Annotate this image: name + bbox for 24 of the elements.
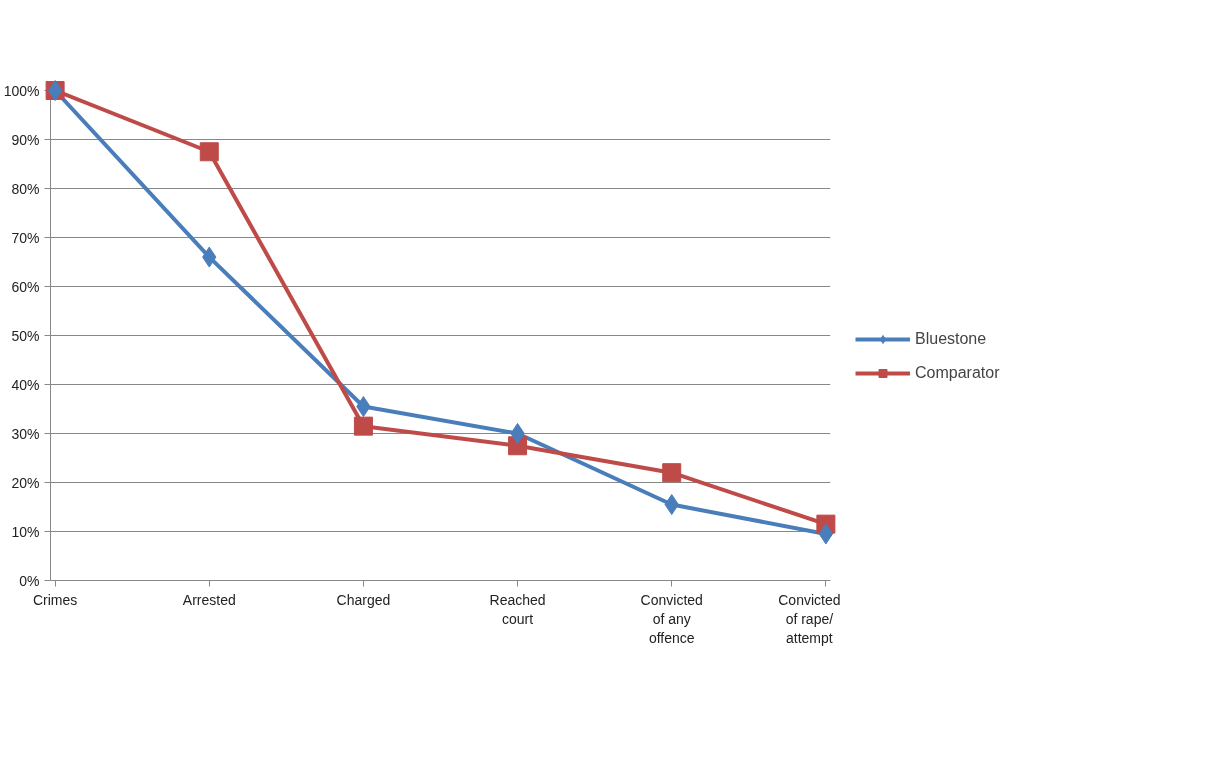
- point: [818, 523, 834, 545]
- y-tick-label: 40%: [11, 376, 40, 393]
- y-tick-label: 30%: [11, 425, 40, 442]
- x-tick-label: Crimes: [32, 591, 78, 608]
- point: [353, 416, 373, 436]
- point: [662, 463, 682, 483]
- x-tick-label: Convicted of any offence: [640, 591, 703, 646]
- y-tick-label: 70%: [11, 229, 40, 246]
- y-tick-label: 50%: [11, 327, 40, 344]
- legend-label: Comparator: [915, 364, 1000, 382]
- y-tick-label: 20%: [11, 474, 40, 491]
- y-tick-label: 0%: [19, 572, 40, 589]
- x-tick-label: Charged: [336, 591, 391, 608]
- y-tick-label: 90%: [11, 131, 40, 148]
- legend-label: Bluestone: [915, 330, 987, 348]
- y-tick-label: 80%: [11, 180, 40, 197]
- y-tick-label: 100%: [3, 82, 40, 99]
- point: [510, 423, 525, 444]
- y-tick-label: 60%: [11, 278, 40, 295]
- x-tick-label: Reached court: [489, 591, 546, 627]
- point: [199, 142, 219, 162]
- x-tick-label: Convicted of rape/ attempt: [778, 591, 841, 646]
- y-tick-label: 10%: [11, 523, 40, 540]
- x-tick-label: Arrested: [182, 591, 236, 608]
